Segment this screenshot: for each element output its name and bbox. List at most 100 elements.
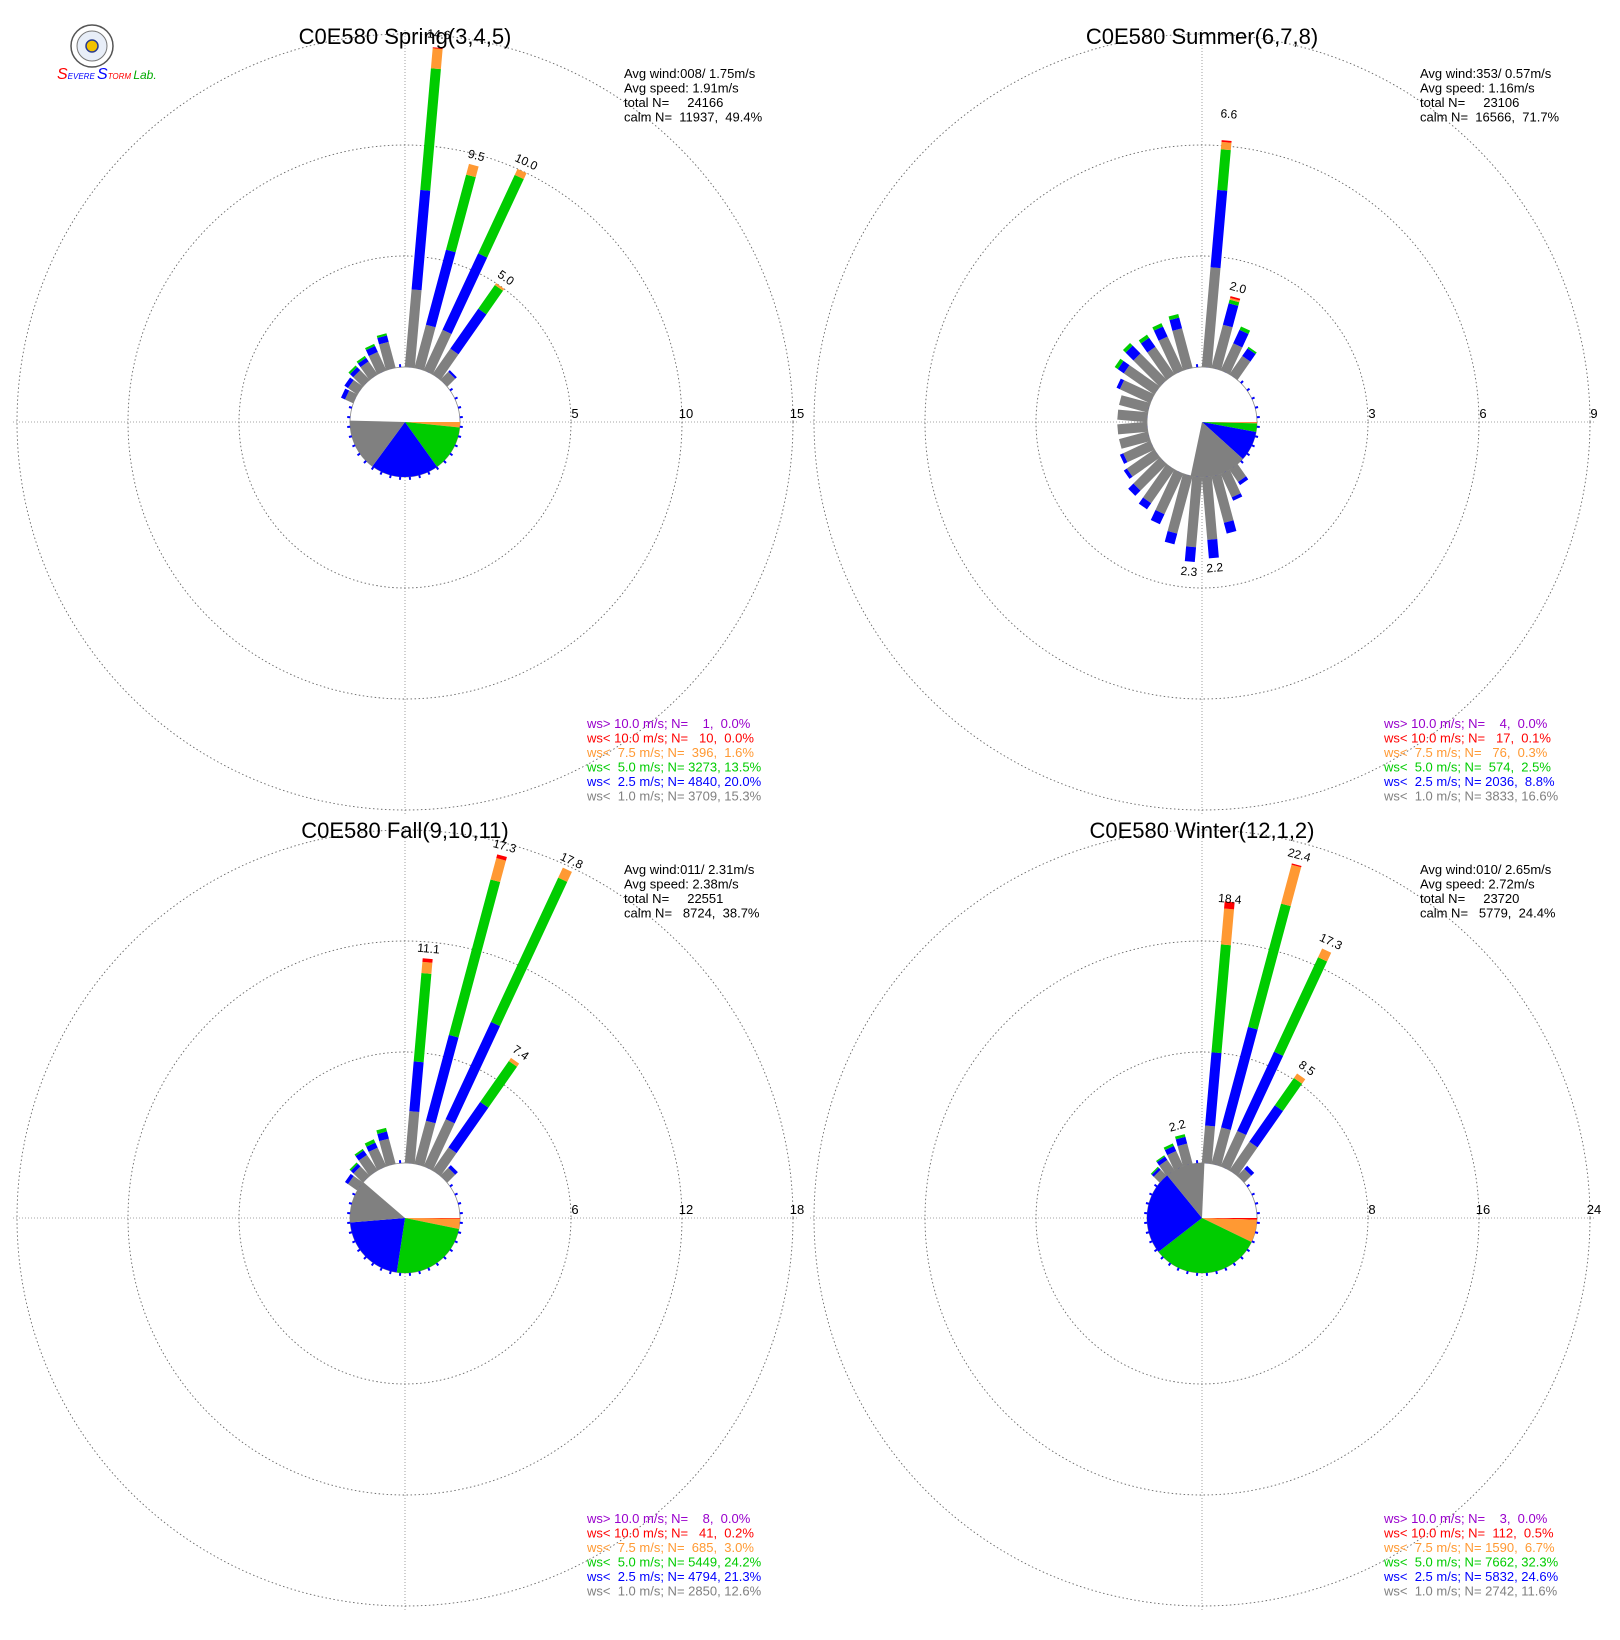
- petal-band-lt2_5: [1233, 329, 1249, 348]
- legend-entry-lt1: ws< 1.0 m/s; N= 2742, 11.6%: [1383, 1584, 1558, 1599]
- petal-total-label: 2.3: [1180, 564, 1198, 579]
- ring-label: 8: [1368, 1202, 1375, 1217]
- petal: [1150, 1166, 1167, 1183]
- petal-band-lt1: [414, 1120, 436, 1167]
- petal-band-lt1: [1117, 409, 1148, 423]
- petal-band-lt1: [404, 1111, 420, 1164]
- petal-band-lt2_5: [411, 189, 431, 291]
- petal-band-lt2_5: [344, 1173, 354, 1185]
- calm-tick: [1240, 1256, 1244, 1260]
- pie-slice-lt7_5: [405, 422, 460, 428]
- petal-band-lt1: [1172, 328, 1193, 371]
- petal-band-lt2_5: [409, 1061, 424, 1113]
- stat-avg-wind: Avg wind:353/ 0.57m/s: [1420, 66, 1552, 81]
- ring-label: 18: [790, 1202, 804, 1217]
- pie-slice-lt10: [1202, 1218, 1257, 1220]
- petal: [1152, 323, 1184, 375]
- petal-band-lt1: [1167, 473, 1193, 534]
- petal: [1229, 346, 1257, 380]
- petal-band-lt1: [344, 390, 358, 404]
- petal-band-lt1: [1201, 267, 1221, 368]
- stat-calm: calm N= 5779, 24.4%: [1420, 906, 1556, 921]
- petal-band-lt2_5: [1175, 1136, 1188, 1147]
- calm-tick: [427, 1267, 431, 1271]
- petal-total-label: 14.6: [427, 26, 452, 42]
- petal-band-lt1: [1155, 469, 1184, 515]
- stat-avg-speed: Avg speed: 2.72m/s: [1420, 877, 1535, 892]
- petal-band-lt2_5: [425, 1034, 459, 1124]
- calm-tick: [348, 435, 353, 438]
- petal-band-lt1: [423, 1119, 455, 1171]
- petal-band-lt5: [1248, 903, 1291, 1030]
- petal-band-lt5: [1163, 1143, 1174, 1151]
- chart-title: C0E580 Summer(6,7,8): [1086, 24, 1318, 49]
- ring-label: 15: [790, 406, 804, 421]
- petal-band-lt2_5: [1140, 337, 1156, 353]
- calm-tick: [443, 1256, 447, 1260]
- petal-band-lt10: [422, 958, 433, 963]
- petal-band-lt1: [368, 1147, 387, 1171]
- petal-band-lt5: [376, 1127, 387, 1135]
- calm-tick: [1251, 444, 1255, 448]
- petal-band-lt2_5: [1221, 1026, 1258, 1130]
- petal-band-lt1: [1237, 1168, 1252, 1183]
- petal-band-lt1: [1153, 1169, 1167, 1183]
- petal-total-label: 2.0: [1228, 279, 1248, 297]
- petal-band-lt1: [1229, 355, 1251, 380]
- petal-total-label: 17.3: [1317, 930, 1344, 953]
- petal: [432, 1057, 520, 1176]
- petal-total-label: 11.1: [417, 941, 441, 957]
- petal-band-lt7_5: [1318, 948, 1332, 962]
- pie-slice-lt1: [1190, 422, 1243, 477]
- petal-total-label: 2.2: [1167, 1117, 1187, 1135]
- ring: [127, 144, 683, 700]
- petal-band-lt2_5: [357, 357, 369, 368]
- legend-entry-gt10: ws> 10.0 m/s; N= 8, 0.0%: [586, 1511, 751, 1526]
- ring-label: 10: [679, 406, 693, 421]
- stat-calm: calm N= 8724, 38.7%: [624, 906, 760, 921]
- chart-title: C0E580 Fall(9,10,11): [301, 818, 509, 843]
- petal-band-lt2_5: [1184, 546, 1197, 563]
- stat-avg-wind: Avg wind:008/ 1.75m/s: [624, 66, 756, 81]
- petal: [1220, 326, 1251, 375]
- calm-tick: [427, 471, 431, 475]
- calm-tick: [1240, 460, 1244, 464]
- petal-band-lt5: [1239, 326, 1251, 335]
- petal-band-lt2_5: [344, 377, 354, 389]
- stat-avg-speed: Avg speed: 2.38m/s: [624, 877, 739, 892]
- logo-text: SEVERE STORM Lab.: [57, 66, 157, 83]
- petal-band-lt7_5: [1293, 1073, 1306, 1084]
- petal-band-lt1: [1229, 1141, 1258, 1176]
- petal-band-lt1: [1211, 1127, 1231, 1167]
- calm-tick: [389, 1270, 392, 1275]
- calm-tick: [1149, 1240, 1153, 1244]
- petal: [1220, 469, 1243, 501]
- ring-label: 12: [679, 1202, 693, 1217]
- calm-tick: [418, 474, 421, 479]
- petal-band-lt7_5: [1281, 864, 1302, 907]
- petal-band-lt1: [1123, 365, 1160, 395]
- petal-band-lt7_5: [514, 168, 527, 180]
- petal: [414, 163, 479, 371]
- petal-band-lt2_5: [448, 370, 457, 379]
- calm-tick: [1251, 396, 1255, 400]
- petal: [1118, 431, 1151, 449]
- petal-band-lt7_5: [421, 961, 433, 974]
- petal-band-lt1: [1147, 346, 1175, 380]
- stat-avg-wind: Avg wind:010/ 2.65m/s: [1420, 862, 1552, 877]
- petal: [340, 388, 358, 404]
- petal-total-label: 18.4: [1218, 891, 1243, 907]
- petal-band-lt1: [1220, 343, 1243, 375]
- legend-entry-gt10: ws> 10.0 m/s; N= 1, 0.0%: [586, 716, 751, 731]
- chart-title: C0E580 Winter(12,1,2): [1090, 818, 1315, 843]
- ring: [238, 255, 572, 589]
- petal-band-lt1: [379, 341, 396, 371]
- legend-entry-lt5: ws< 5.0 m/s; N= 3273, 13.5%: [586, 760, 762, 775]
- calm-tick: [457, 1202, 462, 1205]
- petal-band-lt7_5: [1220, 908, 1235, 946]
- calm-tick: [457, 406, 462, 409]
- petal-band-lt1: [358, 1154, 378, 1176]
- wind-rose-panel-1: 3 6 9 6.6 2.0 2.3 2.2 C0E580 Summer(6,7,8) Avg w…: [810, 24, 1598, 814]
- stat-calm: calm N= 11937, 49.4%: [624, 110, 763, 125]
